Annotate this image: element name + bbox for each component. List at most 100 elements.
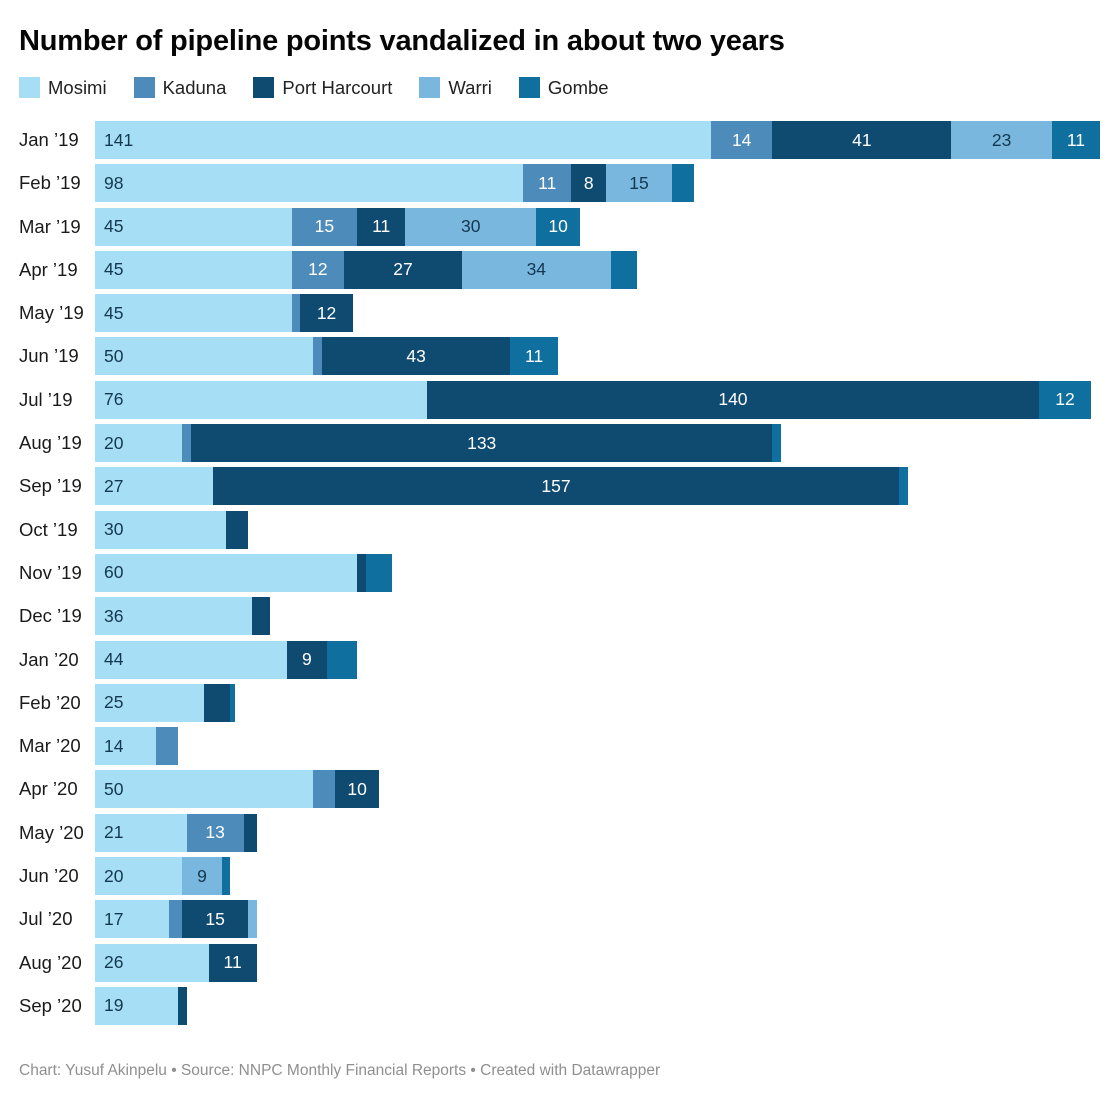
- bar-track: 14: [95, 727, 1100, 766]
- bar-track: 98 11 8 15: [95, 164, 1100, 203]
- bar-track: 21 13: [95, 813, 1100, 852]
- category-label: Oct ’19: [19, 518, 78, 540]
- bar-segment-gombe: 11: [1051, 121, 1100, 159]
- chart-footer: Chart: Yusuf Akinpelu • Source: NNPC Mon…: [19, 1061, 661, 1079]
- bar-segment-gombe: [221, 857, 231, 896]
- bar-segment-kaduna: 12: [291, 250, 345, 289]
- category-label: Sep ’19: [19, 475, 82, 497]
- table-row: May ’19 45 12: [0, 294, 1120, 333]
- bar-segment-mosimi: 60: [95, 553, 358, 592]
- bar-segment-warri: 23: [951, 121, 1052, 159]
- legend-swatch-icon: [253, 77, 275, 98]
- category-label: Mar ’19: [19, 215, 81, 237]
- bar-track: 20 133: [95, 424, 1100, 463]
- bar-segment-mosimi: 36: [95, 597, 253, 636]
- bar-segment-port-harcourt: 41: [772, 121, 952, 159]
- legend-swatch-icon: [518, 77, 540, 98]
- bar-segment-mosimi: 45: [95, 294, 292, 333]
- bar-segment-mosimi: 20: [95, 424, 183, 463]
- table-row: Sep ’19 27 157: [0, 467, 1120, 506]
- bar-segment-port-harcourt: [178, 986, 187, 1025]
- bar-segment-mosimi: 26: [95, 943, 209, 982]
- bar-segment-kaduna: [313, 337, 323, 376]
- bar-segment-port-harcourt: [252, 597, 270, 636]
- legend-label: Kaduna: [162, 77, 227, 98]
- category-label: Feb ’20: [19, 691, 81, 713]
- bar-track: 30: [95, 510, 1100, 549]
- bar-segment-gombe: [610, 250, 637, 289]
- bar-segment-warri: 9: [182, 857, 222, 896]
- table-row: Mar ’20 14: [0, 727, 1120, 766]
- category-label: Mar ’20: [19, 735, 81, 757]
- table-row: Aug ’20 26 11: [0, 943, 1120, 982]
- bar-segment-mosimi: 44: [95, 640, 288, 679]
- category-label: Aug ’19: [19, 432, 82, 454]
- legend-swatch-icon: [133, 77, 155, 98]
- bar-track: 45 12: [95, 294, 1100, 333]
- bar-segment-port-harcourt: 11: [357, 207, 406, 246]
- category-label: Jan ’20: [19, 648, 79, 670]
- bar-track: 27 157: [95, 467, 1100, 506]
- bar-track: 19: [95, 986, 1100, 1025]
- bar-segment-mosimi: 17: [95, 900, 170, 939]
- table-row: Apr ’20 50 10: [0, 770, 1120, 809]
- bar-segment-gombe: 11: [510, 337, 559, 376]
- category-label: Nov ’19: [19, 561, 82, 583]
- table-row: Jan ’20 44 9: [0, 640, 1120, 679]
- table-row: May ’20 21 13: [0, 813, 1120, 852]
- bar-segment-gombe: [230, 683, 235, 722]
- bar-segment-mosimi: 20: [95, 857, 183, 896]
- bar-track: 36: [95, 597, 1100, 636]
- bar-segment-mosimi: 14: [95, 727, 157, 766]
- table-row: Oct ’19 30: [0, 510, 1120, 549]
- category-label: Jun ’19: [19, 345, 79, 367]
- legend-item-gombe: Gombe: [518, 77, 609, 98]
- bar-segment-kaduna: [313, 770, 336, 809]
- table-row: Apr ’19 45 12 27 34: [0, 250, 1120, 289]
- table-row: Sep ’20 19: [0, 986, 1120, 1025]
- bar-track: 44 9: [95, 640, 1100, 679]
- bar-segment-mosimi: 50: [95, 770, 314, 809]
- bar-segment-kaduna: [169, 900, 183, 939]
- bar-segment-mosimi: 25: [95, 683, 205, 722]
- category-label: Sep ’20: [19, 994, 82, 1016]
- bar-segment-port-harcourt: 10: [335, 770, 379, 809]
- bar-segment-kaduna: 14: [711, 121, 773, 159]
- legend-item-mosimi: Mosimi: [19, 77, 107, 98]
- table-row: Dec ’19 36: [0, 597, 1120, 636]
- legend-label: Mosimi: [48, 77, 107, 98]
- bar-segment-warri: [247, 900, 257, 939]
- stacked-bar-chart: Jan ’19 141 14 41 23 11 Feb ’19 98 11 8 15 Mar ’19 4…: [0, 121, 1120, 1025]
- legend-swatch-icon: [19, 77, 40, 98]
- legend: Mosimi Kaduna Port Harcourt Warri Gombe: [19, 77, 1120, 98]
- category-label: Jun ’20: [19, 865, 79, 887]
- bar-segment-mosimi: 50: [95, 337, 314, 376]
- bar-segment-port-harcourt: [226, 510, 248, 549]
- bar-segment-port-harcourt: 8: [571, 164, 607, 203]
- bar-segment-port-harcourt: 133: [191, 424, 773, 463]
- legend-item-port-harcourt: Port Harcourt: [253, 77, 392, 98]
- bar-segment-gombe: [772, 424, 781, 463]
- bar-track: 60: [95, 553, 1100, 592]
- bar-segment-warri: 34: [462, 250, 611, 289]
- bar-segment-gombe: [326, 640, 358, 679]
- bar-segment-port-harcourt: [204, 683, 231, 722]
- table-row: Aug ’19 20 133: [0, 424, 1120, 463]
- bar-segment-mosimi: 141: [95, 121, 712, 159]
- bar-segment-warri: 30: [405, 207, 537, 246]
- bar-segment-gombe: 10: [536, 207, 580, 246]
- bar-segment-port-harcourt: 11: [208, 943, 257, 982]
- table-row: Jan ’19 141 14 41 23 11: [0, 121, 1120, 159]
- bar-segment-port-harcourt: [357, 553, 366, 592]
- category-label: Dec ’19: [19, 605, 82, 627]
- legend-swatch-icon: [419, 77, 441, 98]
- bar-segment-gombe: [365, 553, 393, 592]
- bar-segment-mosimi: 27: [95, 467, 213, 506]
- bar-segment-port-harcourt: 27: [344, 250, 463, 289]
- bar-track: 45 12 27 34: [95, 250, 1100, 289]
- category-label: May ’20: [19, 821, 84, 843]
- bar-segment-kaduna: 15: [291, 207, 358, 246]
- bar-segment-kaduna: 11: [523, 164, 572, 203]
- category-label: Aug ’20: [19, 951, 82, 973]
- bar-segment-mosimi: 30: [95, 510, 227, 549]
